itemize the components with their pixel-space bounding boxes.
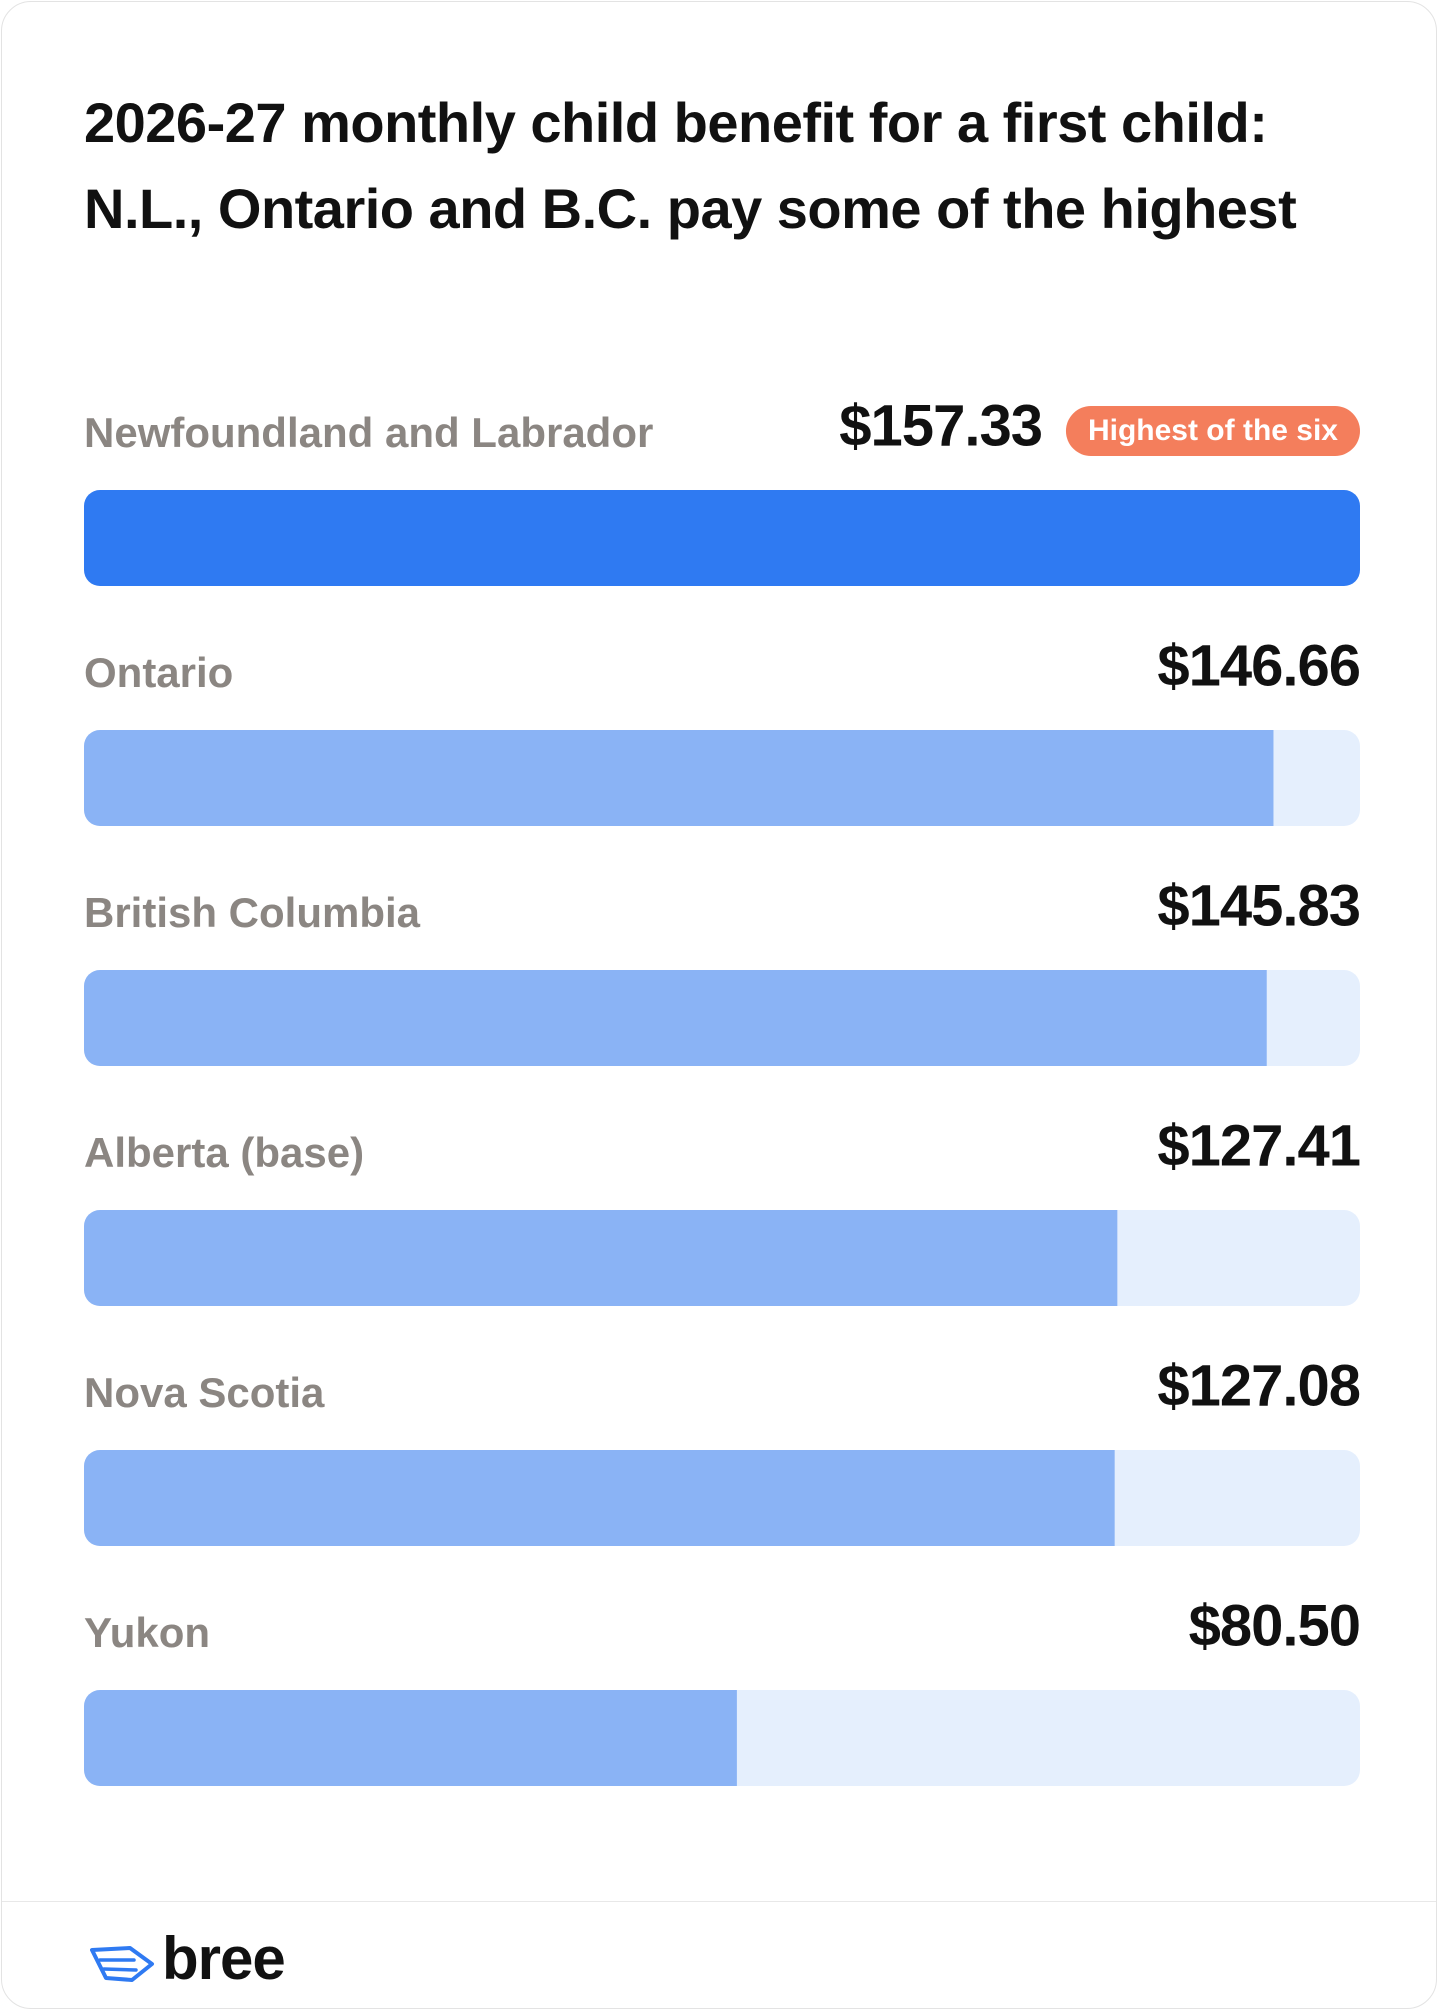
category-label: Alberta (base) (84, 1129, 364, 1176)
badge-text: Highest of the six (1088, 414, 1338, 447)
badge: Highest of the six (1065, 406, 1360, 456)
category-label: Ontario (84, 649, 233, 696)
footer: bree (2, 1901, 1436, 2008)
value-label: $127.08 (1157, 1353, 1360, 1418)
bar (84, 490, 1360, 586)
bar (84, 1210, 1118, 1306)
bar (84, 1690, 737, 1786)
logo: bree (162, 1925, 286, 1992)
value-label: $146.66 (1157, 633, 1360, 698)
bar (84, 970, 1267, 1066)
logo-icon (90, 1946, 154, 1982)
value-label: $157.33 (839, 393, 1042, 458)
category-label: Nova Scotia (84, 1369, 325, 1416)
value-label: $127.41 (1157, 1113, 1360, 1178)
bar (84, 1450, 1115, 1546)
chart-title: 2026-27 monthly child benefit for a firs… (84, 91, 1297, 240)
value-label: $80.50 (1189, 1593, 1360, 1658)
chart: Newfoundland and Labrador Highest of the … (84, 393, 1361, 1786)
value-label: $145.83 (1157, 873, 1360, 938)
bar (84, 730, 1274, 826)
category-label: Yukon (84, 1609, 210, 1656)
category-label: Newfoundland and Labrador (84, 409, 653, 456)
badge-bg (1065, 406, 1360, 456)
category-label: British Columbia (84, 889, 421, 936)
